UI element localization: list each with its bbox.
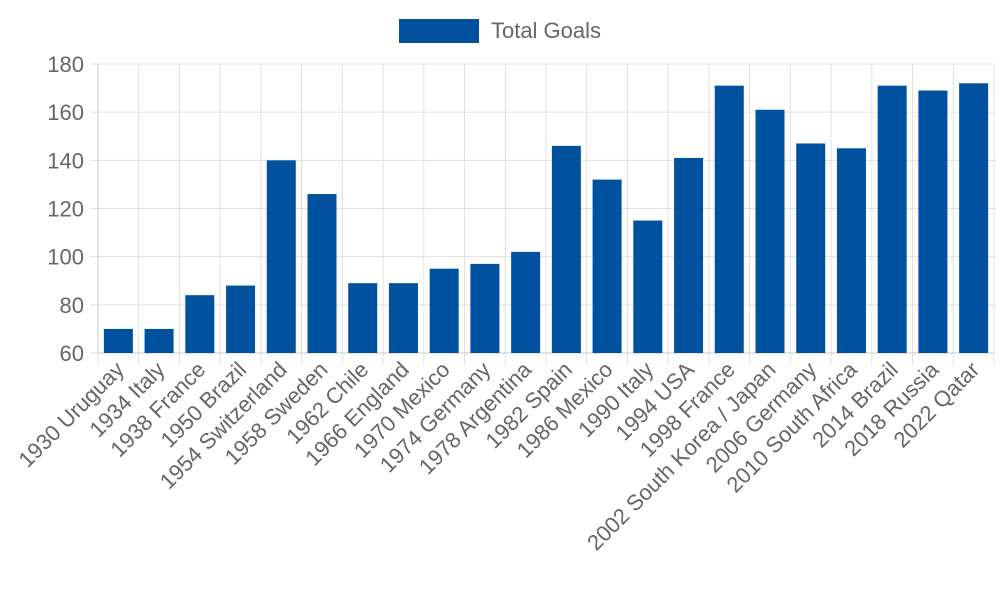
- bar: [836, 148, 866, 353]
- y-tick-label: 100: [47, 245, 84, 270]
- bar: [714, 85, 744, 354]
- y-tick-label: 140: [47, 148, 84, 173]
- legend-label: Total Goals: [490, 18, 602, 43]
- bar: [103, 328, 133, 353]
- y-tick-label: 60: [60, 341, 84, 366]
- y-tick-label: 80: [60, 293, 84, 318]
- bar: [429, 268, 459, 353]
- bar: [144, 328, 174, 353]
- bar: [226, 285, 256, 353]
- y-tick-label: 180: [47, 52, 84, 77]
- bar: [633, 220, 663, 353]
- bar: [185, 295, 215, 353]
- bar: [307, 194, 337, 353]
- bar: [511, 251, 541, 353]
- bar: [388, 283, 418, 353]
- legend: Total Goals: [0, 18, 1000, 44]
- bar: [674, 157, 704, 353]
- bar: [755, 109, 785, 353]
- bar: [877, 85, 907, 354]
- bar: [266, 160, 296, 353]
- y-tick-label: 120: [47, 197, 84, 222]
- bar: [470, 263, 500, 353]
- bar: [592, 179, 622, 353]
- y-tick-label: 160: [47, 100, 84, 125]
- bar: [348, 283, 378, 353]
- bar: [796, 143, 826, 353]
- bar: [551, 145, 581, 353]
- legend-swatch: [398, 19, 479, 43]
- bar: [959, 83, 989, 354]
- bar: [918, 90, 948, 353]
